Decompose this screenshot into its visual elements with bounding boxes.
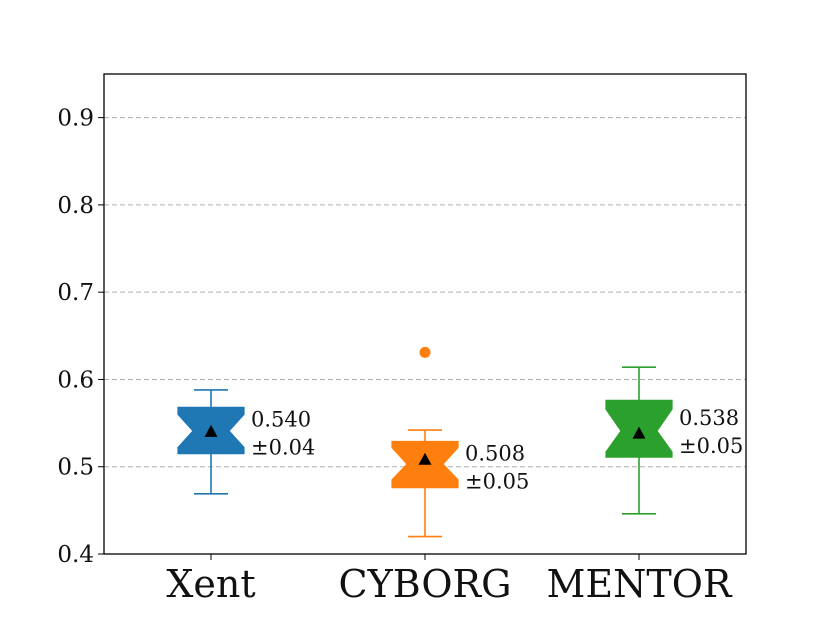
x-tick-label: MENTOR xyxy=(546,562,732,606)
mean-marker xyxy=(632,426,646,439)
outlier-point xyxy=(419,346,431,358)
annotation-std: ±0.04 xyxy=(251,436,315,460)
annotation-mean: 0.540 xyxy=(251,408,311,432)
y-tick-label: 0.9 xyxy=(57,106,94,132)
annotation-mean: 0.508 xyxy=(465,442,525,466)
mean-marker xyxy=(204,424,218,437)
x-axis: Xent CYBORG MENTOR xyxy=(166,554,733,606)
annotation-std: ±0.05 xyxy=(679,434,743,458)
box-xent xyxy=(177,389,245,495)
y-tick-label: 0.7 xyxy=(57,280,94,306)
y-tick-label: 0.5 xyxy=(57,455,94,481)
x-tick-label: CYBORG xyxy=(339,562,512,606)
box-mentor xyxy=(605,366,673,515)
box-series xyxy=(177,346,673,538)
annotation-mean: 0.538 xyxy=(679,406,739,430)
y-tick-label: 0.4 xyxy=(57,542,94,568)
annotation-std: ±0.05 xyxy=(465,470,529,494)
x-tick-label: Xent xyxy=(166,562,255,606)
mean-marker xyxy=(418,452,432,465)
box-cyborg xyxy=(391,346,459,538)
annotations: 0.540 ±0.04 0.508 ±0.05 0.538 ±0.05 xyxy=(251,406,743,494)
y-axis: 0.4 0.5 0.6 0.7 0.8 0.9 xyxy=(57,106,104,568)
y-tick-label: 0.8 xyxy=(57,193,94,219)
y-tick-label: 0.6 xyxy=(57,367,94,393)
